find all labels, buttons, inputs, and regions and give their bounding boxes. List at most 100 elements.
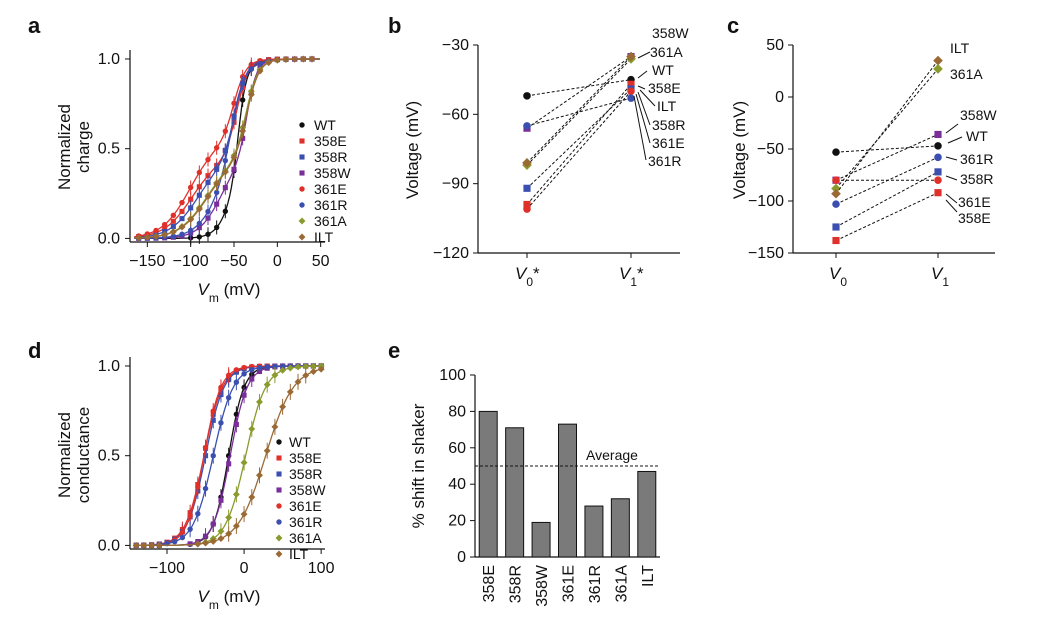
y-tick-label: 50 — [766, 37, 784, 54]
data-point-361E — [187, 184, 194, 191]
data-point-358E — [188, 196, 194, 202]
data-point-358R — [222, 147, 228, 153]
y-tick-label: 1.0 — [98, 358, 120, 375]
data-point-ILT — [140, 541, 148, 549]
data-point-WT — [832, 148, 840, 156]
bar-ILT — [637, 470, 657, 558]
y-tick-label: 0.0 — [98, 230, 120, 247]
annotation-ILT: ILT — [657, 98, 677, 114]
legend-label-WT: WT — [289, 434, 311, 450]
legend-label-WT: WT — [314, 117, 336, 133]
y-tick-label: 40 — [448, 476, 466, 493]
connector-ILT — [835, 60, 939, 195]
data-point-ILT — [209, 537, 217, 545]
annotation-arrow — [945, 156, 958, 161]
data-point-358W — [276, 487, 282, 493]
data-point-358R — [188, 205, 194, 211]
legend-label-358W: 358W — [314, 165, 351, 181]
x-tick-label: −100 — [149, 560, 185, 577]
y-axis-label: Normalizedconductance — [55, 407, 93, 503]
y-axis-label: Voltage (mV) — [730, 101, 749, 199]
x-tick-label: −50 — [220, 253, 247, 270]
data-point-361R — [187, 526, 193, 532]
annotation-arrow — [635, 93, 651, 144]
annotation-arrow — [633, 95, 647, 161]
data-point-ILT — [831, 188, 841, 199]
data-point-ILT — [217, 535, 225, 542]
data-point-361A — [309, 362, 317, 370]
data-point-ILT — [178, 223, 186, 231]
x-category-label-ILT: ILT — [640, 565, 657, 587]
data-point-361R — [195, 510, 201, 517]
data-point-358W — [202, 533, 209, 539]
data-point-361A — [248, 425, 256, 433]
data-point-361R — [523, 122, 531, 130]
data-point-361R — [170, 233, 177, 239]
data-point-ILT — [132, 541, 140, 549]
data-point-361E — [205, 156, 211, 163]
connector-358W — [526, 56, 632, 129]
y-axis-label: Normalizedcharge — [55, 104, 93, 190]
annotation-361R: 361R — [648, 153, 681, 169]
data-point-ILT — [273, 56, 281, 64]
connector-361R — [835, 156, 939, 205]
y-tick-label: 1.0 — [98, 51, 120, 68]
data-point-358R — [202, 453, 209, 459]
connector-361E — [526, 90, 632, 210]
panel-label-b: b — [388, 13, 401, 38]
data-point-361R — [172, 538, 178, 545]
data-point-358W — [256, 368, 263, 375]
data-point-358W — [233, 421, 239, 427]
data-point-358W — [222, 185, 228, 191]
legend-label-361A: 361A — [289, 530, 322, 546]
annotation-arrow — [637, 70, 648, 79]
y-axis-label: % shift in shaker — [409, 403, 428, 528]
data-point-361E — [202, 444, 209, 451]
data-point-ILT — [187, 216, 195, 223]
data-point-ILT — [933, 55, 943, 66]
legend-label-358R: 358R — [314, 149, 347, 165]
data-point-358R — [196, 192, 202, 198]
data-point-358W — [241, 392, 247, 398]
data-point-ILT — [309, 368, 317, 375]
data-point-361R — [241, 371, 247, 377]
data-point-361R — [264, 364, 270, 370]
data-point-358R — [299, 154, 305, 160]
x-category-label: V1* — [619, 264, 644, 289]
data-point-ILT — [213, 180, 221, 188]
data-point-361R — [279, 363, 286, 369]
data-point-358W — [214, 201, 220, 207]
x-category-label: V0* — [515, 264, 540, 289]
y-tick-label: −60 — [442, 106, 469, 123]
data-point-361A — [294, 363, 302, 371]
data-point-361E — [523, 205, 531, 213]
data-point-361R — [187, 227, 194, 234]
data-point-358W — [934, 130, 942, 139]
legend-label-358E: 358E — [289, 450, 322, 466]
data-point-361A — [831, 183, 841, 194]
legend-label-ILT: ILT — [314, 229, 334, 245]
panel-label-e: e — [388, 338, 400, 363]
annotation-arrow — [945, 175, 958, 181]
data-point-ILT — [248, 493, 256, 501]
data-point-358W — [231, 166, 237, 172]
data-point-ILT — [221, 168, 229, 176]
data-point-WT — [239, 97, 246, 103]
connector-361A — [835, 68, 939, 189]
x-tick-label: 0 — [240, 560, 249, 577]
y-tick-label: −30 — [442, 37, 469, 54]
panel-label-a: a — [28, 13, 41, 38]
bar-361R — [584, 505, 604, 558]
annotation-arrow — [945, 123, 959, 134]
data-point-ILT — [239, 127, 247, 135]
data-point-358E — [162, 225, 168, 231]
x-tick-label: −150 — [129, 253, 165, 270]
annotation-358W: 358W — [960, 107, 997, 123]
data-point-358R — [276, 471, 282, 477]
data-point-358E — [196, 184, 202, 190]
annotation-arrow — [945, 199, 958, 213]
annotation-361E: 361E — [652, 135, 685, 151]
data-point-ILT — [194, 540, 202, 548]
x-tick-label: −100 — [173, 253, 209, 270]
x-category-label-361E: 361E — [561, 565, 578, 602]
